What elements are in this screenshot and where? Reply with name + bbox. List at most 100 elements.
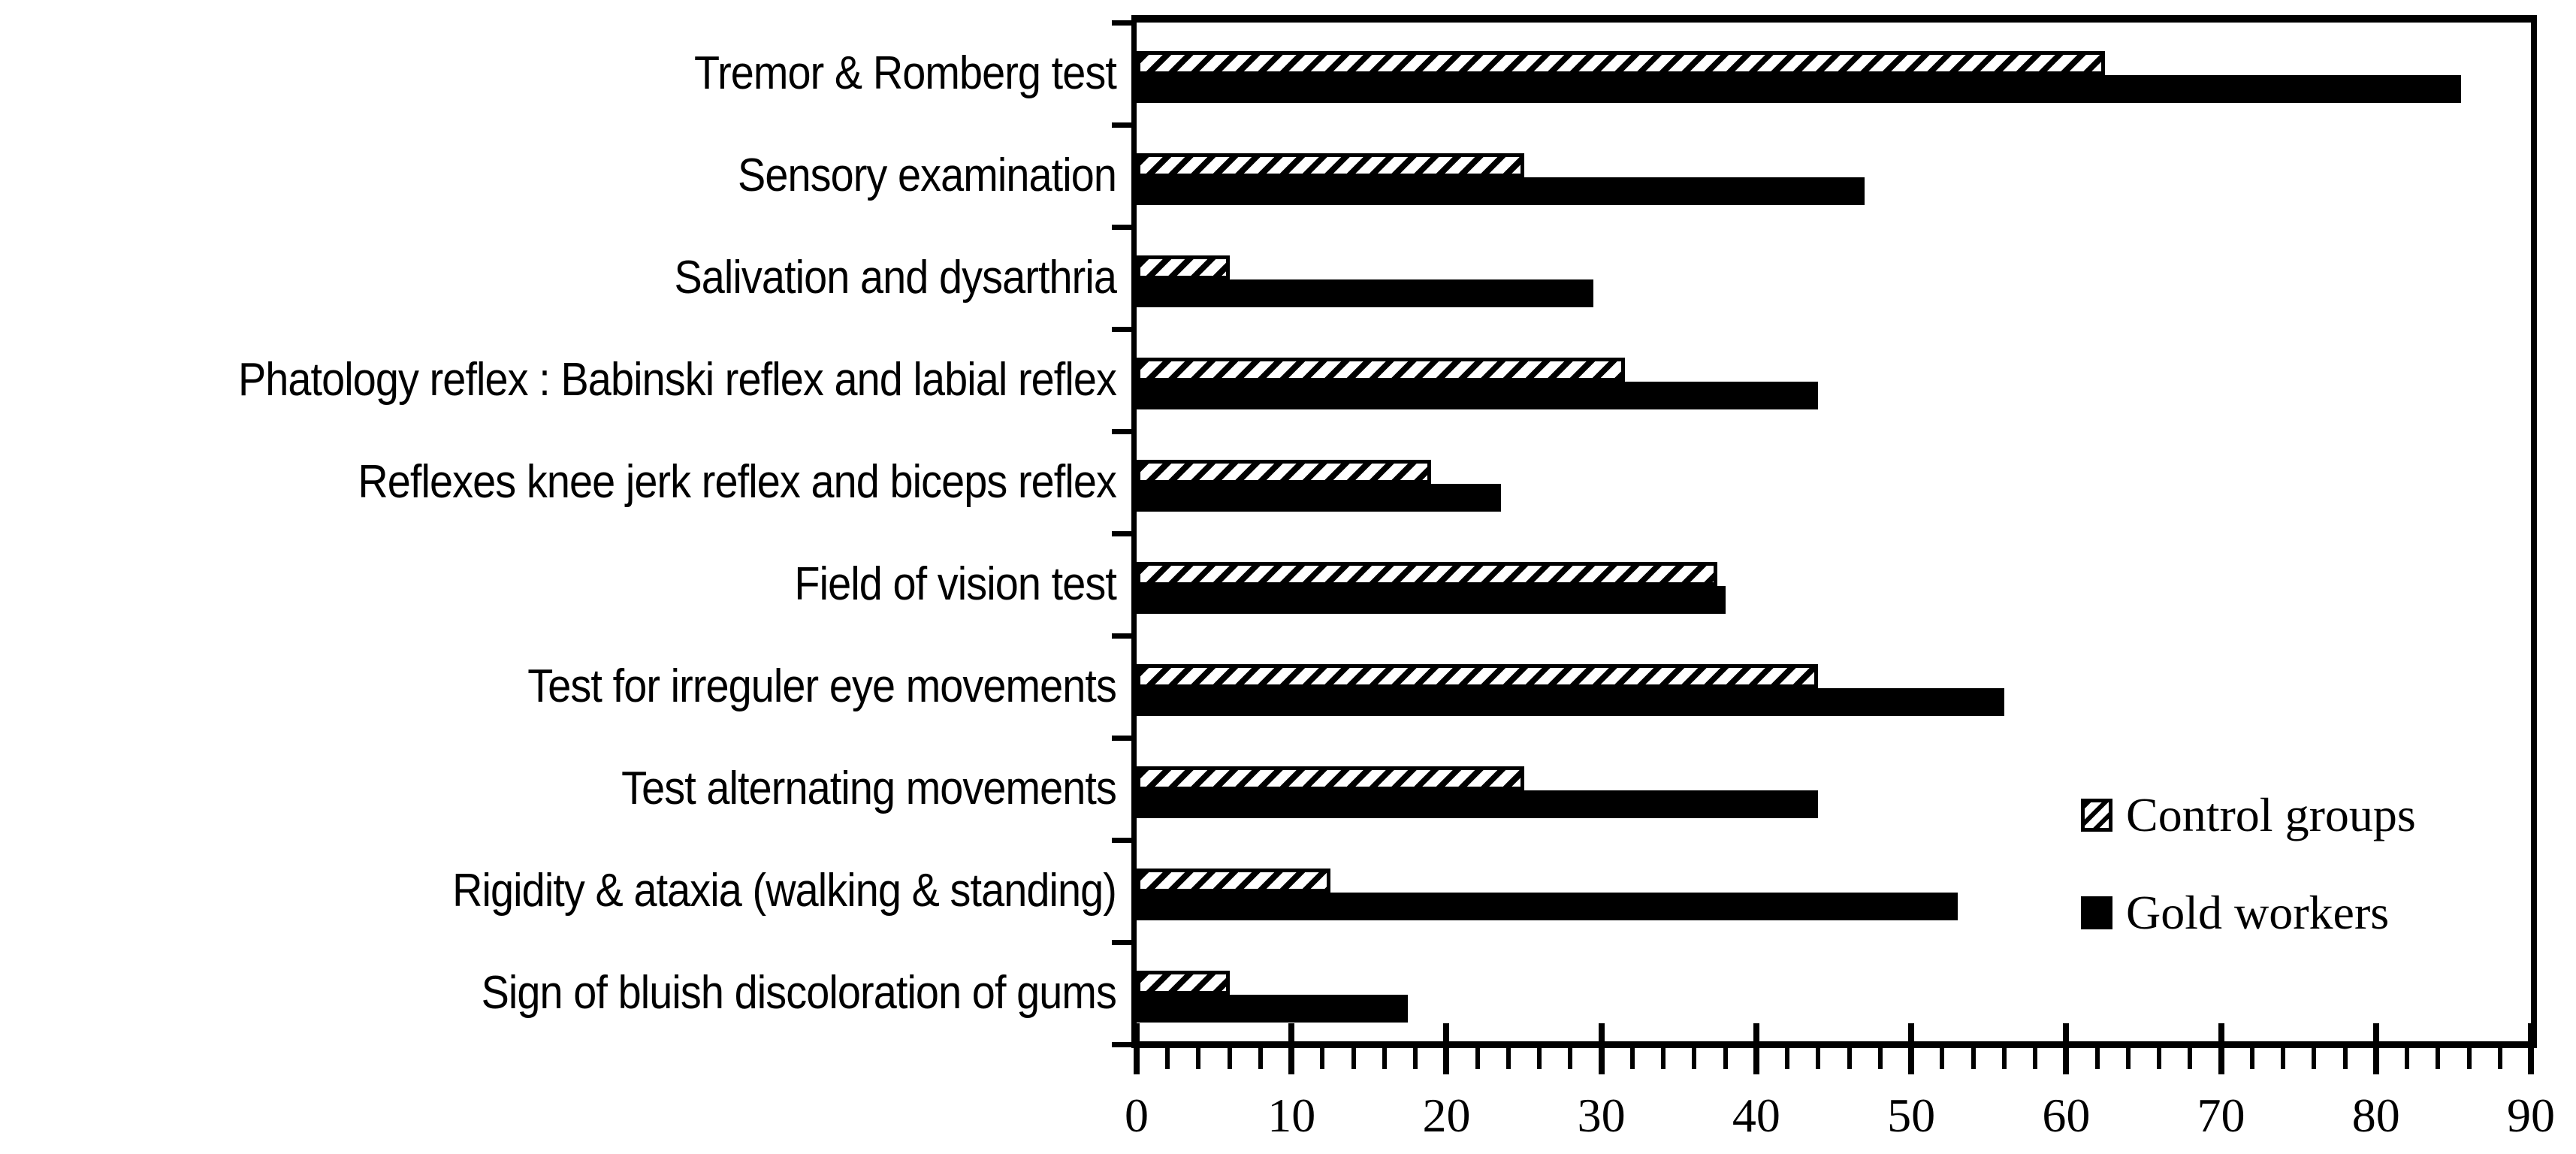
x-axis-minor-tick: [2188, 1048, 2193, 1069]
category-label: Test alternating movements: [621, 763, 1117, 814]
y-axis-tick: [1112, 838, 1132, 843]
x-axis-major-tick: [1288, 1023, 1295, 1074]
bar-gold-workers: [1137, 586, 1726, 614]
x-axis-tick-label: 10: [1267, 1089, 1316, 1142]
x-axis-minor-tick: [2405, 1048, 2410, 1069]
x-axis-major-tick: [1134, 1023, 1140, 1074]
category-label: Tremor & Romberg test: [694, 47, 1117, 99]
category-label: Field of vision test: [794, 558, 1116, 610]
x-axis-tick-label: 0: [1125, 1089, 1149, 1142]
x-axis-minor-tick: [1692, 1048, 1697, 1069]
x-axis-minor-tick: [2342, 1048, 2348, 1069]
bar-gold-workers: [1137, 484, 1501, 512]
x-axis-major-tick: [1598, 1023, 1605, 1074]
category-label: Sign of bluish discoloration of gums: [481, 967, 1117, 1019]
x-axis-minor-tick: [1505, 1048, 1511, 1069]
x-axis-minor-tick: [2094, 1048, 2100, 1069]
legend-item-control-groups: Control groups: [2081, 787, 2416, 843]
x-axis-minor-tick: [1723, 1048, 1728, 1069]
x-axis-minor-tick: [2157, 1048, 2162, 1069]
x-axis-major-tick: [1443, 1023, 1450, 1074]
plot-border-top: [1131, 15, 2537, 23]
category-label: Phatology reflex : Babinski reflex and l…: [237, 354, 1117, 406]
legend-item-gold-workers: Gold workers: [2081, 885, 2389, 941]
bar-control-groups: [1137, 664, 1819, 688]
x-axis-line: [1131, 1041, 2537, 1048]
bar-gold-workers: [1137, 279, 1594, 307]
x-axis-minor-tick: [2466, 1048, 2472, 1069]
x-axis-minor-tick: [1661, 1048, 1666, 1069]
legend-swatch-control-groups-icon: [2081, 799, 2112, 832]
x-axis-tick-label: 50: [1887, 1089, 1936, 1142]
bar-control-groups: [1137, 51, 2105, 75]
plot-border-right: [2531, 15, 2537, 1048]
bar-control-groups: [1137, 562, 1718, 586]
legend-swatch-gold-workers-icon: [2081, 896, 2112, 929]
category-label: Reflexes knee jerk reflex and biceps ref…: [358, 456, 1117, 508]
x-axis-major-tick: [2218, 1023, 2224, 1074]
x-axis-minor-tick: [2281, 1048, 2286, 1069]
x-axis-major-tick: [1753, 1023, 1759, 1074]
y-axis-tick: [1112, 225, 1132, 230]
y-axis-tick: [1112, 940, 1132, 945]
legend-label-gold-workers: Gold workers: [2126, 886, 2390, 939]
x-axis-minor-tick: [2436, 1048, 2441, 1069]
x-axis-minor-tick: [1258, 1048, 1263, 1069]
category-label: Test for irreguler eye movements: [527, 660, 1117, 712]
x-axis-tick-label: 90: [2507, 1089, 2555, 1142]
bar-gold-workers: [1137, 893, 1958, 920]
x-axis-minor-tick: [1382, 1048, 1387, 1069]
x-axis-major-tick: [2063, 1023, 2070, 1074]
bar-gold-workers: [1137, 688, 2004, 716]
y-axis-tick: [1112, 736, 1132, 741]
bar-control-groups: [1137, 255, 1230, 279]
x-axis-tick-label: 40: [1732, 1089, 1780, 1142]
x-axis-minor-tick: [2125, 1048, 2131, 1069]
x-axis-minor-tick: [1785, 1048, 1790, 1069]
y-axis-tick: [1112, 20, 1132, 26]
category-label: Sensory examination: [738, 150, 1117, 201]
y-axis-tick: [1112, 429, 1132, 434]
x-axis-tick-label: 70: [2197, 1089, 2245, 1142]
y-axis-tick: [1112, 531, 1132, 536]
legend-label-control-groups: Control groups: [2126, 788, 2416, 841]
x-axis-minor-tick: [1196, 1048, 1201, 1069]
bar-control-groups: [1137, 460, 1431, 484]
bar-control-groups: [1137, 766, 1524, 790]
y-axis-line: [1131, 15, 1137, 1048]
x-axis-minor-tick: [1940, 1048, 1945, 1069]
bar-control-groups: [1137, 971, 1230, 995]
x-axis-tick-label: 20: [1422, 1089, 1471, 1142]
x-axis-minor-tick: [2312, 1048, 2317, 1069]
x-axis-minor-tick: [1629, 1048, 1635, 1069]
x-axis-minor-tick: [2497, 1048, 2502, 1069]
bar-gold-workers: [1137, 75, 2462, 103]
x-axis-major-tick: [1908, 1023, 1915, 1074]
y-axis-tick: [1112, 327, 1132, 332]
x-axis-minor-tick: [1413, 1048, 1418, 1069]
bar-gold-workers: [1137, 382, 1819, 409]
x-axis-minor-tick: [1816, 1048, 1821, 1069]
x-axis-minor-tick: [1877, 1048, 1883, 1069]
x-axis-minor-tick: [1537, 1048, 1542, 1069]
x-axis-minor-tick: [2001, 1048, 2007, 1069]
x-axis-minor-tick: [1475, 1048, 1480, 1069]
bar-control-groups: [1137, 153, 1524, 177]
x-axis-minor-tick: [1227, 1048, 1232, 1069]
bar-gold-workers: [1137, 177, 1865, 205]
x-axis-minor-tick: [1351, 1048, 1356, 1069]
x-axis-tick-label: 80: [2351, 1089, 2400, 1142]
y-axis-tick: [1112, 633, 1132, 639]
category-label: Rigidity & ataxia (walking & standing): [452, 865, 1117, 917]
x-axis-major-tick: [2372, 1023, 2379, 1074]
x-axis-minor-tick: [1971, 1048, 1976, 1069]
x-axis-minor-tick: [2033, 1048, 2038, 1069]
x-axis-minor-tick: [1847, 1048, 1852, 1069]
bar-gold-workers: [1137, 790, 1819, 818]
category-label: Salivation and dysarthria: [674, 252, 1116, 304]
x-axis-major-tick: [2528, 1023, 2534, 1074]
x-axis-minor-tick: [1568, 1048, 1573, 1069]
x-axis-minor-tick: [2249, 1048, 2254, 1069]
bar-control-groups: [1137, 869, 1330, 893]
